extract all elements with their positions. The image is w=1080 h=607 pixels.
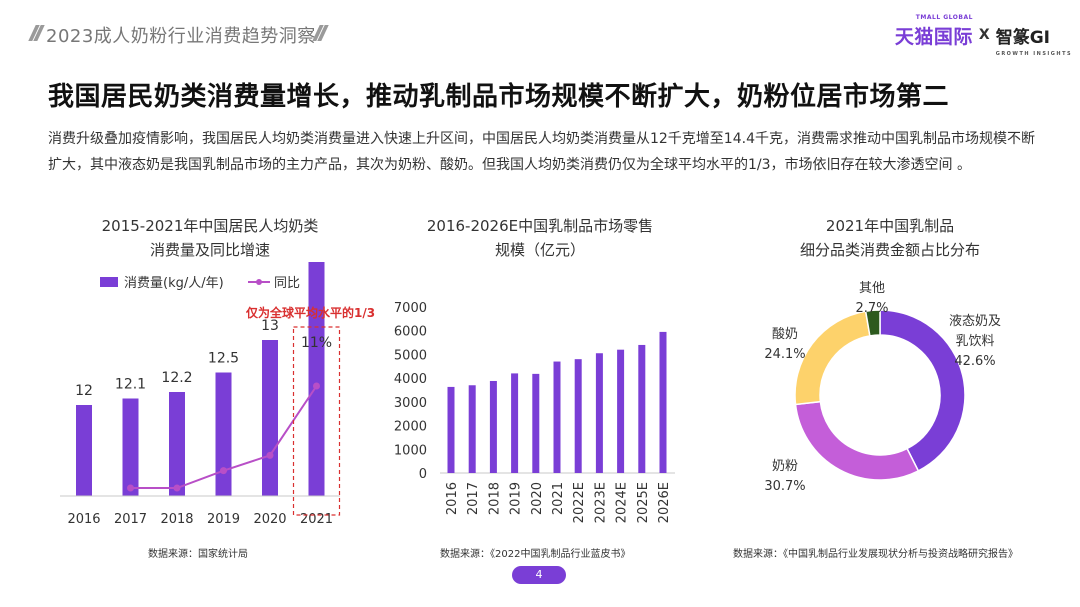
x-tick-label: 2023E — [593, 482, 608, 523]
y-tick-label: 5000 — [394, 348, 427, 363]
y-tick-label: 0 — [419, 467, 427, 482]
x-tick-label: 2016 — [67, 512, 100, 527]
chart2-source: 数据来源：《2022中国乳制品行业蓝皮书》 — [440, 549, 631, 560]
consumption-bar — [122, 398, 139, 496]
slice-percent-label: 42.6% — [954, 354, 995, 369]
collab-x: X — [978, 27, 990, 43]
slice-percent-label: 2.7% — [855, 301, 888, 316]
market-size-bar — [574, 359, 582, 473]
x-tick-label: 2020 — [530, 482, 545, 515]
yoy-point — [127, 484, 134, 492]
y-tick-label: 3000 — [394, 396, 427, 411]
y-tick-label: 6000 — [394, 325, 427, 340]
highlight-box — [292, 326, 341, 516]
slice-category-label: 奶粉 — [772, 459, 798, 474]
intro-paragraph: 消费升级叠加疫情影响，我国居民人均奶类消费量进入快速上升区间，中国居民人均奶类消… — [48, 131, 1035, 173]
consumption-bar — [169, 392, 185, 496]
donut-slice — [879, 309, 966, 472]
bar-value-label: 13 — [261, 318, 279, 334]
x-tick-label: 2025E — [636, 482, 651, 523]
slide-header: 2023成人奶粉行业消费趋势洞察 天猫国际 TMALL GLOBAL X 智篆GI… — [0, 0, 1080, 70]
brand-logos: 天猫国际 TMALL GLOBAL X 智篆GI GROWTH INSIGHTS — [894, 13, 1073, 57]
market-size-bar — [617, 349, 625, 473]
x-tick-label: 2017 — [114, 512, 147, 527]
x-tick-label: 2020 — [253, 512, 286, 527]
market-size-chart: 0 1000 2000 3000 4000 5000 6000 7000 2016 2017 201… — [394, 301, 675, 523]
chart3-source: 数据来源：《中国乳制品行业发展现状分析与投资战略研究报告》 — [733, 549, 1018, 560]
market-size-bar — [595, 353, 603, 473]
slide-headline: 我国居民奶类消费量增长，推动乳制品市场规模不断扩大，奶粉位居市场第二 — [48, 82, 950, 112]
market-size-bar — [447, 386, 455, 473]
yoy-point — [220, 467, 227, 475]
slice-category-label: 液态奶及 — [949, 314, 1001, 329]
market-size-bar — [468, 385, 476, 473]
chart2-title: 2016-2026E中国乳制品市场零售 规模（亿元） — [426, 217, 654, 259]
bar-value-label: 12 — [75, 383, 93, 399]
consumption-bar — [215, 372, 232, 496]
yoy-point — [266, 451, 274, 459]
yoy-value-label: 11% — [301, 335, 332, 351]
consumption-chart: 消费量(kg/人/年) 同比 12 2016 12.1 2017 12.2 2018 12.5 2… — [60, 262, 375, 527]
bar-value-label: 12.5 — [208, 351, 239, 367]
donut-slice — [794, 400, 920, 481]
market-size-bar — [553, 361, 561, 473]
yoy-point — [313, 382, 320, 390]
market-size-bar — [638, 344, 646, 473]
slash-decoration-icon — [312, 25, 326, 41]
slash-decoration-icon — [28, 25, 42, 41]
x-tick-label: 2018 — [160, 512, 193, 527]
consumption-bar — [308, 262, 325, 496]
x-tick-label: 2017 — [466, 482, 481, 515]
slice-percent-label: 30.7% — [764, 479, 805, 494]
market-size-bar — [659, 331, 667, 473]
bar-value-label: 12.1 — [115, 377, 146, 393]
chart1-source: 数据来源：国家统计局 — [148, 549, 248, 560]
x-tick-label: 2016 — [445, 482, 460, 515]
bar-value-label: 12.2 — [161, 370, 192, 386]
deck-title: 2023成人奶粉行业消费趋势洞察 — [46, 26, 316, 47]
market-size-bar — [532, 373, 540, 473]
market-size-bar — [489, 380, 497, 473]
page-number: 4 — [512, 566, 566, 584]
y-tick-label: 1000 — [394, 443, 427, 458]
slice-category-label: 其他 — [859, 281, 885, 296]
legend-bar-swatch — [100, 277, 118, 287]
chart3-title: 2021年中国乳制品 细分品类消费金额占比分布 — [799, 217, 980, 259]
donut-slice — [794, 310, 871, 406]
y-tick-label: 4000 — [394, 372, 427, 387]
y-tick-label: 2000 — [394, 420, 427, 435]
slice-category-label: 乳饮料 — [955, 334, 994, 349]
x-tick-label: 2019 — [509, 482, 524, 515]
x-tick-label: 2026E — [657, 482, 672, 523]
slice-percent-label: 24.1% — [764, 347, 805, 362]
slice-category-label: 酸奶 — [772, 327, 798, 342]
x-tick-label: 2024E — [615, 482, 630, 523]
market-size-bar — [511, 373, 519, 473]
donut-slice — [864, 309, 881, 337]
legend-line-label: 同比 — [274, 276, 300, 291]
x-tick-label: 2019 — [207, 512, 240, 527]
legend-line-marker — [256, 279, 262, 285]
x-tick-label: 2021 — [300, 512, 333, 527]
x-tick-label: 2022E — [572, 482, 587, 523]
yoy-point — [173, 484, 181, 492]
tmall-global-logo: 天猫国际 TMALL GLOBAL — [894, 13, 973, 48]
y-tick-label: 7000 — [394, 301, 427, 316]
growth-insights-logo: 智篆GI GROWTH INSIGHTS — [995, 27, 1073, 57]
consumption-bar — [262, 340, 278, 496]
global-average-annotation: 仅为全球平均水平的1/3 — [245, 305, 375, 320]
legend-bar-label: 消费量(kg/人/年) — [124, 276, 224, 291]
x-tick-label: 2021 — [551, 482, 566, 515]
consumption-bar — [76, 405, 92, 496]
chart1-title: 2015-2021年中国居民人均奶类 消费量及同比增速 — [101, 217, 319, 259]
x-tick-label: 2018 — [487, 482, 502, 515]
